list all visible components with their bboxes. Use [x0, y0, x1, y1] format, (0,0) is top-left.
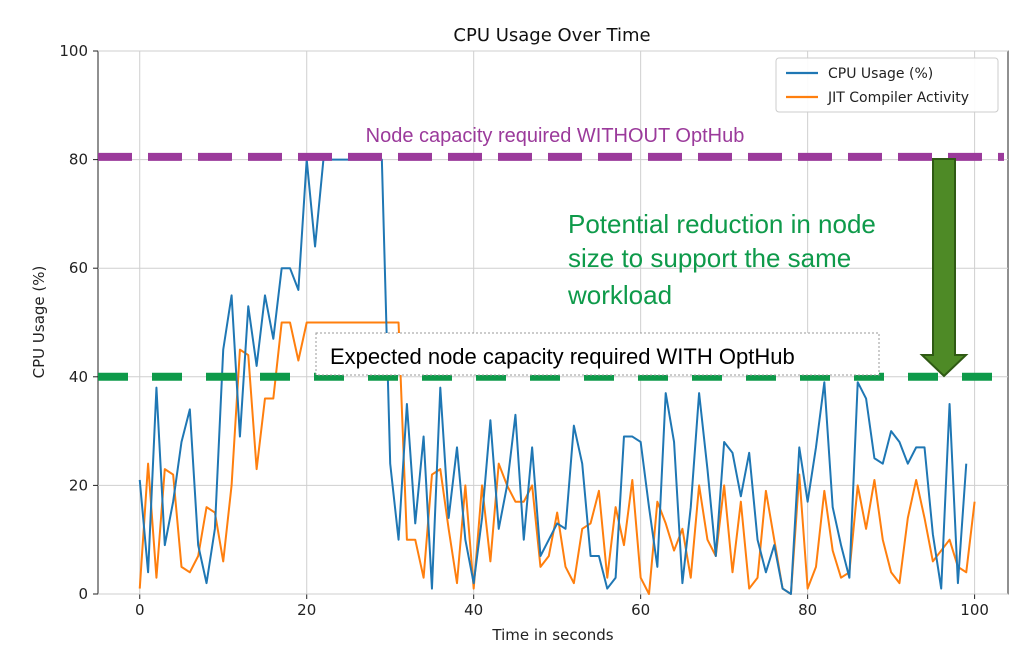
- x-tick-label: 80: [798, 601, 817, 619]
- legend: CPU Usage (%) JIT Compiler Activity: [775, 57, 999, 113]
- x-tick-label: 60: [631, 601, 650, 619]
- x-axis-label: Time in seconds: [491, 626, 613, 644]
- y-tick-label: 60: [69, 259, 88, 277]
- bottom-label-box: [315, 332, 880, 376]
- x-axis-ticks: 0 20 40 60 80 100: [135, 601, 989, 619]
- x-tick-label: 40: [464, 601, 483, 619]
- top-line-label: Node capacity required WITHOUT OptHub: [366, 125, 745, 147]
- y-tick-label: 80: [69, 151, 88, 169]
- reduction-text-line2: size to support the same: [568, 243, 851, 273]
- bottom-line-label: Expected node capacity required WITH Opt…: [330, 344, 795, 369]
- y-axis-label: CPU Usage (%): [30, 266, 48, 379]
- x-tick-label: 0: [135, 601, 145, 619]
- y-tick-label: 0: [78, 585, 88, 603]
- x-tick-label: 20: [297, 601, 316, 619]
- legend-box: [775, 57, 999, 113]
- reduction-arrow-icon: [919, 158, 969, 378]
- reduction-text-line1: Potential reduction in node: [568, 209, 876, 239]
- legend-jit-label: JIT Compiler Activity: [827, 90, 969, 106]
- y-tick-label: 40: [69, 368, 88, 386]
- y-tick-label: 20: [69, 476, 88, 494]
- jit-compiler-line: [138, 321, 976, 595]
- reduction-text-line3: workload: [567, 280, 672, 310]
- y-axis-ticks: 0 20 40 60 80 100: [59, 42, 88, 603]
- series-lines: [138, 158, 976, 595]
- chart-title: CPU Usage Over Time: [453, 25, 650, 46]
- cpu-usage-line: [138, 158, 968, 595]
- legend-cpu-label: CPU Usage (%): [828, 66, 933, 82]
- x-tick-label: 100: [960, 601, 989, 619]
- y-tick-label: 100: [59, 42, 88, 60]
